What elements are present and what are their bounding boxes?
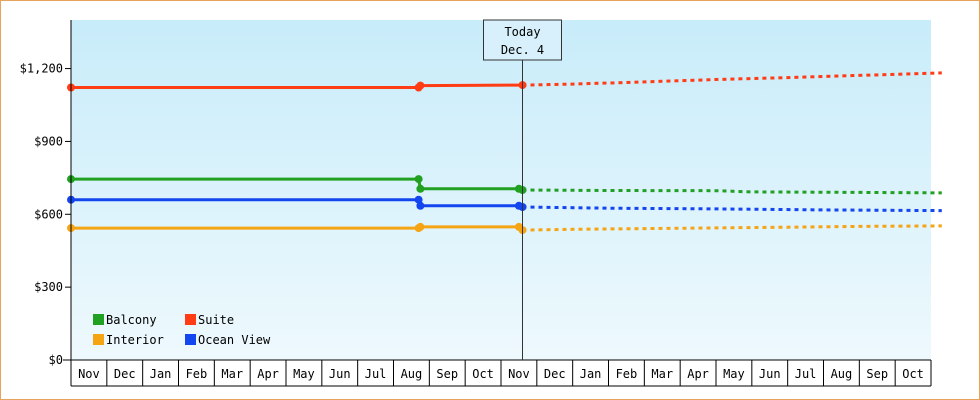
series-ocean-view-point-1 <box>414 195 423 204</box>
series-ocean-view-point-2 <box>416 201 425 210</box>
y-tick-label-3: $900 <box>34 134 63 148</box>
y-tick-label-0: $0 <box>49 353 63 367</box>
legend-swatch-balcony <box>93 314 104 325</box>
x-tick-label-9: Aug <box>401 367 423 381</box>
x-tick-label-6: May <box>293 367 315 381</box>
x-tick-label-20: Jul <box>795 367 817 381</box>
x-tick-label-21: Aug <box>831 367 853 381</box>
series-ocean-view-forecast-line <box>522 205 942 213</box>
legend-label-balcony: Balcony <box>106 313 157 327</box>
y-tick-label-4: $1,200 <box>20 62 63 76</box>
x-tick-label-19: Jun <box>759 367 781 381</box>
x-tick-label-17: Apr <box>687 367 709 381</box>
today-callout-text-1: Dec. 4 <box>501 43 544 57</box>
x-tick-label-16: Mar <box>651 367 673 381</box>
x-tick-label-23: Oct <box>902 367 924 381</box>
y-tick-label-1: $300 <box>34 280 63 294</box>
legend-label-suite: Suite <box>198 313 234 327</box>
x-tick-label-7: Jun <box>329 367 351 381</box>
x-tick-label-12: Nov <box>508 367 530 381</box>
x-tick-label-15: Feb <box>616 367 638 381</box>
x-tick-label-1: Dec <box>114 367 136 381</box>
x-tick-label-3: Feb <box>186 367 208 381</box>
today-callout-box <box>483 19 562 61</box>
series-balcony-point-1 <box>414 175 423 184</box>
y-tick-label-2: $600 <box>34 207 63 221</box>
legend-label-ocean-view: Ocean View <box>198 333 271 347</box>
x-tick-label-0: Nov <box>78 367 100 381</box>
series-suite-forecast-line <box>522 71 942 87</box>
x-tick-label-11: Oct <box>472 367 494 381</box>
series-interior-forecast-line <box>522 224 942 232</box>
series-interior-point-2 <box>416 222 425 231</box>
legend-swatch-interior <box>93 334 104 345</box>
x-tick-label-22: Sep <box>866 367 888 381</box>
x-tick-label-8: Jul <box>365 367 387 381</box>
x-tick-label-10: Sep <box>436 367 458 381</box>
legend-label-interior: Interior <box>106 333 164 347</box>
x-tick-label-2: Jan <box>150 367 172 381</box>
x-tick-label-13: Dec <box>544 367 566 381</box>
x-tick-label-5: Apr <box>257 367 279 381</box>
series-balcony-point-2 <box>416 184 425 193</box>
x-tick-label-18: May <box>723 367 745 381</box>
x-tick-label-14: Jan <box>580 367 602 381</box>
legend-swatch-suite <box>185 314 196 325</box>
series-suite-point-2 <box>416 81 425 90</box>
x-tick-label-4: Mar <box>221 367 243 381</box>
today-callout-text-0: Today <box>504 25 540 39</box>
series-balcony-forecast-line <box>522 188 942 195</box>
legend-swatch-ocean-view <box>185 334 196 345</box>
